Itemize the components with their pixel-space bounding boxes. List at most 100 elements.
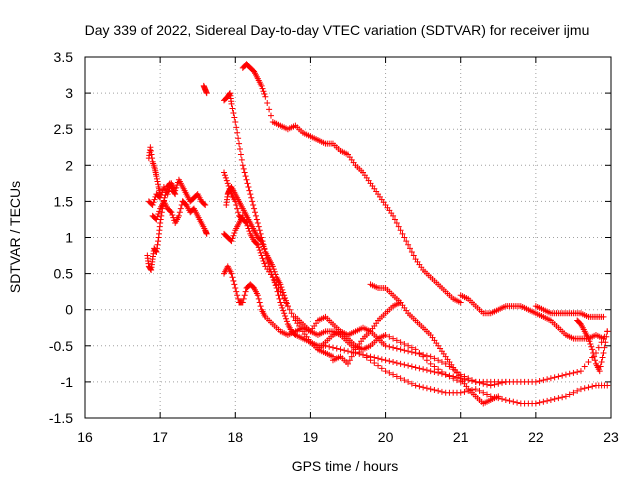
data-point xyxy=(253,216,260,223)
data-point xyxy=(283,315,290,322)
data-point xyxy=(153,173,160,180)
data-point xyxy=(591,353,598,360)
data-point xyxy=(279,304,286,311)
data-point xyxy=(476,379,483,386)
data-point xyxy=(562,371,569,378)
data-point xyxy=(585,384,592,391)
data-point xyxy=(566,370,573,377)
data-point xyxy=(236,146,243,153)
series-sat-f xyxy=(179,198,210,237)
y-tick-label: 0 xyxy=(65,302,73,318)
data-points xyxy=(144,61,611,407)
data-point xyxy=(457,371,464,378)
data-point xyxy=(279,286,286,293)
data-point xyxy=(161,197,168,204)
y-tick-label: 2.5 xyxy=(54,121,74,137)
data-point xyxy=(367,357,374,364)
data-point xyxy=(566,391,573,398)
data-point xyxy=(277,299,284,306)
data-point xyxy=(167,208,174,215)
data-point xyxy=(203,230,210,237)
data-point xyxy=(255,223,262,230)
data-point xyxy=(390,212,397,219)
data-point xyxy=(600,313,607,320)
data-point xyxy=(247,191,254,198)
data-point xyxy=(457,378,464,385)
data-point xyxy=(261,246,268,253)
data-point xyxy=(241,169,248,176)
data-point xyxy=(375,355,382,362)
data-point xyxy=(457,389,464,396)
data-point xyxy=(386,333,393,340)
data-point xyxy=(581,385,588,392)
data-point xyxy=(260,257,267,264)
data-point xyxy=(242,173,249,180)
data-point xyxy=(360,351,367,358)
data-point xyxy=(286,306,293,313)
series-sat-c xyxy=(145,176,209,209)
data-point xyxy=(288,310,295,317)
x-axis-label: GPS time / hours xyxy=(292,458,399,474)
data-point xyxy=(399,230,406,237)
data-point xyxy=(233,124,240,131)
data-point xyxy=(256,299,263,306)
data-point xyxy=(267,112,274,119)
data-point xyxy=(221,169,228,176)
data-point xyxy=(172,191,179,198)
data-point xyxy=(484,381,491,388)
data-point xyxy=(228,100,235,107)
data-point xyxy=(431,368,438,375)
data-point xyxy=(544,376,551,383)
data-point xyxy=(547,396,554,403)
data-point xyxy=(446,363,453,370)
data-point xyxy=(397,299,404,306)
data-point xyxy=(371,359,378,366)
data-point xyxy=(397,339,404,346)
data-point xyxy=(348,353,355,360)
data-point xyxy=(570,389,577,396)
data-point xyxy=(283,297,290,304)
data-point xyxy=(406,245,413,252)
y-tick-label: 1.5 xyxy=(54,193,74,209)
data-point xyxy=(229,235,236,242)
data-point xyxy=(416,365,423,372)
y-tick-label: 3.5 xyxy=(54,49,74,65)
data-point xyxy=(472,386,479,393)
data-point xyxy=(420,384,427,391)
data-point xyxy=(405,342,412,349)
data-point xyxy=(393,337,400,344)
data-point xyxy=(245,183,252,190)
x-tick-label: 20 xyxy=(378,429,394,445)
data-point xyxy=(555,395,562,402)
data-point xyxy=(487,382,494,389)
data-point xyxy=(435,387,442,394)
data-point xyxy=(390,335,397,342)
data-point xyxy=(461,373,468,380)
data-point xyxy=(499,379,506,386)
data-point xyxy=(278,284,285,291)
data-point xyxy=(147,144,154,151)
data-point xyxy=(254,220,261,227)
data-point xyxy=(149,155,156,162)
data-point xyxy=(262,93,269,100)
y-axis-label: SDTVAR / TECUs xyxy=(7,181,23,293)
y-tick-label: 3 xyxy=(65,85,73,101)
data-point xyxy=(154,178,161,185)
data-point xyxy=(253,240,260,247)
data-point xyxy=(281,310,288,317)
data-point xyxy=(230,232,237,239)
data-point xyxy=(233,288,240,295)
data-point xyxy=(427,386,434,393)
x-tick-label: 22 xyxy=(528,429,544,445)
data-point xyxy=(431,387,438,394)
data-point xyxy=(514,399,521,406)
data-point xyxy=(405,378,412,385)
data-point xyxy=(442,360,449,367)
data-point xyxy=(375,362,382,369)
data-point xyxy=(581,363,588,370)
series-sat-m xyxy=(239,61,464,306)
data-point xyxy=(157,216,164,223)
data-point xyxy=(257,237,264,244)
series-sat-t xyxy=(574,317,611,375)
